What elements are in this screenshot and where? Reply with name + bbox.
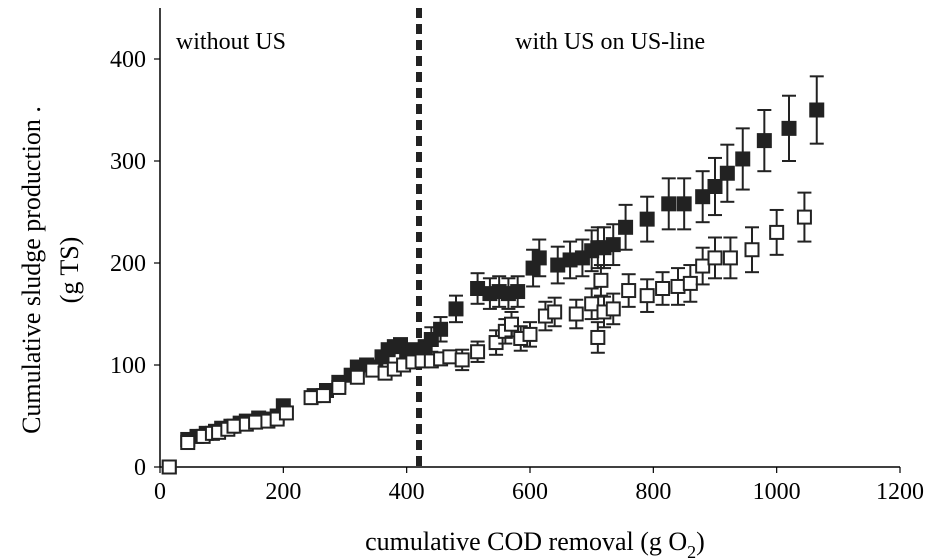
y-axis-title-group: Cumulative sludge production . <box>17 106 46 434</box>
data-point-filled <box>510 284 526 300</box>
data-point-filled <box>695 189 711 205</box>
data-point-filled <box>448 301 464 317</box>
data-point-open <box>278 405 294 421</box>
y-tick-label: 0 <box>134 455 146 481</box>
x-axis-title: cumulative COD removal (g O2) <box>365 527 705 560</box>
data-point-filled <box>531 250 547 266</box>
data-point-open <box>315 388 331 404</box>
y-axis-title-group-2: (g TS) <box>55 237 84 304</box>
data-point-open <box>488 335 504 351</box>
data-point-open <box>621 283 637 299</box>
data-point-open <box>670 278 686 294</box>
data-point-filled <box>707 179 723 194</box>
data-point-filled <box>618 219 634 235</box>
data-point-filled <box>735 151 751 167</box>
annotation-label: with US on US-line <box>515 29 705 55</box>
y-axis-title-line2: (g TS) <box>55 237 84 304</box>
data-point-open <box>470 344 486 360</box>
data-point-open <box>744 242 760 258</box>
data-point-filled <box>809 102 825 118</box>
data-point-filled <box>605 237 621 253</box>
data-point-open <box>161 459 177 475</box>
data-point-open <box>605 301 621 317</box>
x-tick-label: 0 <box>154 479 166 505</box>
y-axis: 0 100 200 300 400 <box>110 8 161 481</box>
data-point-filled <box>781 120 797 136</box>
data-point-open <box>547 304 563 320</box>
x-axis: 0 200 400 600 800 1000 1200 <box>154 466 924 505</box>
data-point-open <box>331 379 347 395</box>
data-point-open <box>639 288 655 304</box>
annotations: without US with US on US-line <box>176 29 705 55</box>
y-axis-title-line1: Cumulative sludge production . <box>17 106 46 434</box>
data-point-open <box>226 418 242 434</box>
x-tick-label: 400 <box>389 479 425 505</box>
data-point-filled <box>639 211 655 227</box>
data-point-filled <box>676 196 692 212</box>
y-tick-label: 200 <box>110 251 146 277</box>
data-point-filled <box>719 165 735 181</box>
x-axis-title-suffix: ) <box>696 527 705 556</box>
data-point-open <box>349 369 365 385</box>
data-point-open <box>593 272 609 288</box>
data-point-filled <box>661 196 677 212</box>
data-point-open <box>769 224 785 240</box>
data-point-open <box>796 209 812 225</box>
data-point-filled <box>470 281 486 296</box>
data-point-filled <box>433 321 449 337</box>
y-tick-label: 400 <box>110 47 146 73</box>
x-tick-label: 200 <box>265 479 301 505</box>
data-point-open <box>722 250 738 266</box>
data-point-filled <box>756 133 772 149</box>
x-tick-label: 600 <box>512 479 548 505</box>
data-point-open <box>568 306 584 322</box>
data-point-open <box>655 281 671 296</box>
data-point-open <box>504 316 519 332</box>
data-point-open <box>682 275 698 291</box>
data-point-open <box>303 390 319 406</box>
x-tick-label: 800 <box>635 479 671 505</box>
data-point-open <box>695 258 711 274</box>
data-point-filled <box>562 252 578 268</box>
x-tick-label: 1000 <box>753 479 801 505</box>
x-axis-title-subscript: 2 <box>687 542 696 560</box>
x-tick-label: 1200 <box>876 479 924 505</box>
data-point-open <box>180 435 196 451</box>
markers <box>161 75 825 475</box>
data-point-open <box>442 349 458 365</box>
annotation-label: without US <box>176 29 286 55</box>
data-point-open <box>707 250 723 266</box>
data-point-open <box>584 296 600 312</box>
data-point-open <box>365 362 381 378</box>
data-point-open <box>248 414 264 430</box>
data-point-open <box>454 352 470 368</box>
data-point-open <box>590 329 606 345</box>
data-point-filled <box>550 257 566 273</box>
y-tick-label: 300 <box>110 149 146 175</box>
y-tick-label: 100 <box>110 353 146 379</box>
data-point-open <box>522 326 538 342</box>
